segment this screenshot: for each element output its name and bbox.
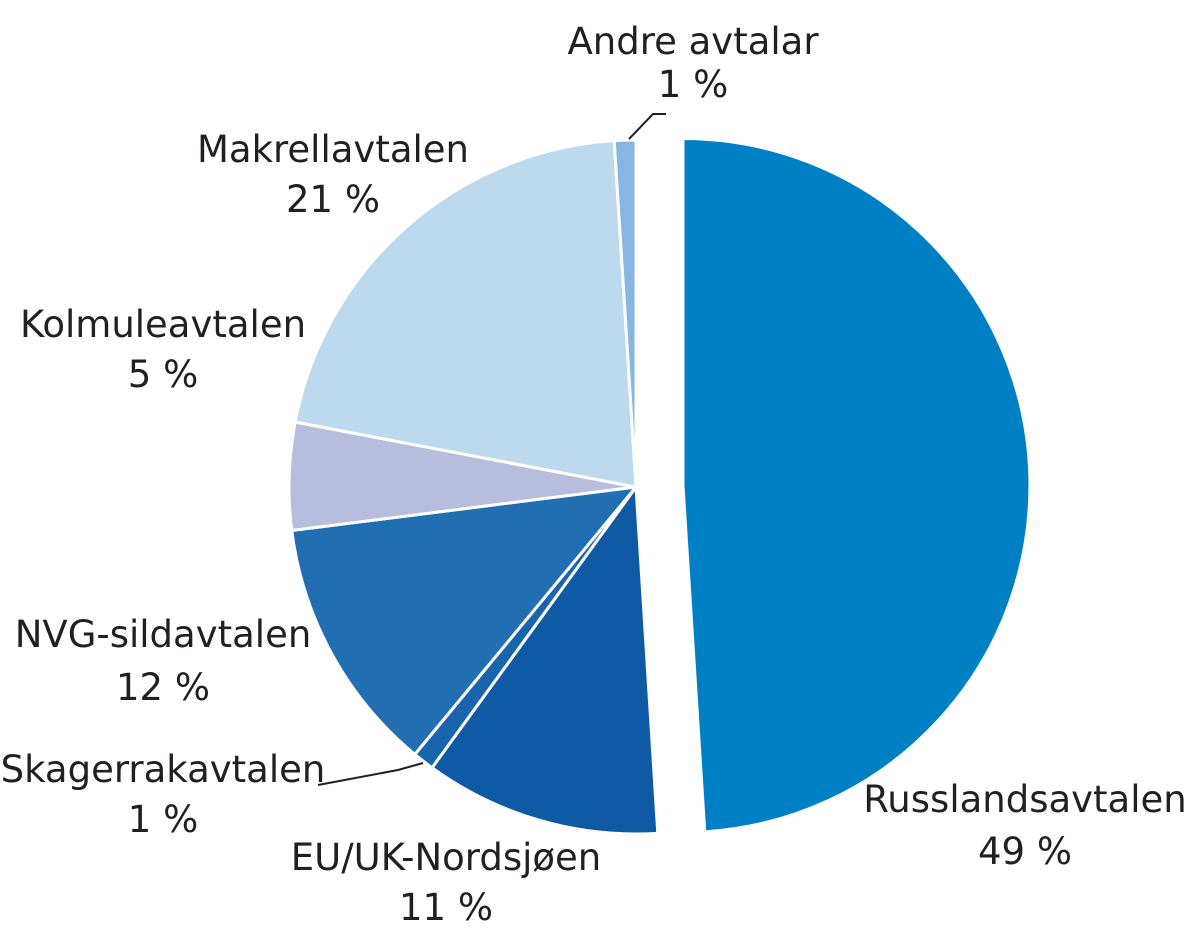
slice-label: Kolmuleavtalen: [20, 303, 306, 346]
slice-value-label: 49 %: [978, 830, 1072, 873]
slice-label: EU/UK-Nordsjøen: [291, 836, 602, 879]
slice-value-label: 12 %: [116, 666, 210, 709]
slice-label: Makrellavtalen: [197, 128, 469, 171]
slice-label: Russlandsavtalen: [863, 778, 1186, 821]
slice-label: Skagerrakavtalen: [1, 748, 326, 791]
slice-value-label: 1 %: [658, 63, 728, 106]
slice-label: NVG-sildavtalen: [15, 613, 312, 656]
slice-value-label: 21 %: [286, 178, 380, 221]
pie-slice-russlandsavtalen: [681, 137, 1032, 834]
labels: Russlandsavtalen 49 % EU/UK-Nordsjøen 11…: [1, 20, 1187, 929]
pie-slice-makrellavtalen: [293, 139, 638, 489]
slice-value-label: 11 %: [399, 886, 493, 929]
leader-lines: [317, 113, 666, 786]
pie-slice-andre-avtalar: [612, 138, 638, 489]
leader-line-andre-avtalar: [628, 113, 666, 140]
slice-value-label: 1 %: [128, 798, 198, 841]
slices: [287, 137, 1032, 836]
pie-slice-eu-uk-nordsjøen: [430, 485, 660, 836]
slice-label: Andre avtalar: [567, 20, 819, 63]
leader-line-skagerrakavtalen: [317, 762, 424, 786]
slice-value-label: 5 %: [128, 353, 198, 396]
pie-slice-nvg-sildavtalen: [290, 485, 638, 756]
